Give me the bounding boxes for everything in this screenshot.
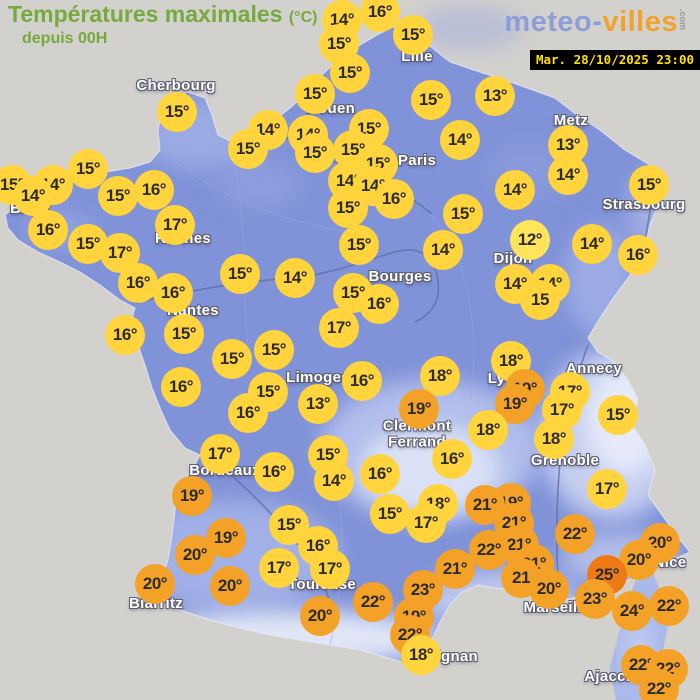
temp-bubble: 15° — [411, 80, 451, 120]
temp-bubble: 21° — [435, 549, 475, 589]
temp-bubble: 16° — [153, 273, 193, 313]
temp-bubble: 16° — [360, 454, 400, 494]
temp-bubble: 16° — [359, 284, 399, 324]
temp-bubble: 13° — [298, 384, 338, 424]
page-subtitle: depuis 00H — [22, 29, 108, 47]
temp-bubble: 23° — [575, 579, 615, 619]
temp-bubble: 14° — [572, 224, 612, 264]
temp-bubble: 16° — [432, 439, 472, 479]
temp-bubble: 15° — [330, 53, 370, 93]
temp-bubble: 17° — [406, 503, 446, 543]
temp-bubble: 20° — [529, 569, 569, 609]
temp-bubble: 22° — [353, 582, 393, 622]
temp-bubble: 22° — [469, 530, 509, 570]
temp-bubble: 15° — [157, 92, 197, 132]
temp-bubble: 15° — [393, 15, 433, 55]
temp-bubble: 14° — [314, 461, 354, 501]
temp-bubble: 20° — [619, 540, 659, 580]
temp-bubble: 15° — [220, 254, 260, 294]
temp-bubble: 18° — [420, 356, 460, 396]
temp-bubble: 15° — [370, 494, 410, 534]
temp-bubble: 18° — [468, 410, 508, 450]
temp-bubble: 16° — [374, 179, 414, 219]
temp-bubble: 15° — [443, 194, 483, 234]
temp-bubble: 15 — [520, 280, 560, 320]
temp-bubble: 21° — [465, 485, 505, 525]
temp-bubble: 16° — [342, 361, 382, 401]
temp-bubble: 14° — [548, 155, 588, 195]
temp-bubble: 20° — [210, 566, 250, 606]
temp-bubble: 16° — [118, 263, 158, 303]
temp-bubble: 16° — [360, 0, 400, 32]
city-label-bourges: Bourges — [368, 268, 432, 286]
temp-bubble: 22° — [649, 586, 689, 626]
city-label-limoges: Limoges — [286, 369, 350, 387]
temp-bubble: 15° — [248, 372, 288, 412]
temp-bubble: 18° — [534, 419, 574, 459]
page-title: Températures maximales (°C) — [8, 2, 317, 27]
city-label-strasbourg: Strasbourg — [602, 196, 686, 214]
temp-bubble: 15° — [98, 176, 138, 216]
temp-bubble: 15° — [295, 133, 335, 173]
temp-bubble: 14° — [275, 258, 315, 298]
temp-bubble: 22° — [555, 514, 595, 554]
logo-villes: villes — [602, 6, 678, 38]
temp-bubble: 15° — [212, 339, 252, 379]
river-loire — [135, 249, 440, 323]
temp-bubble: 15° — [598, 395, 638, 435]
city-label-metz: Metz — [553, 112, 589, 130]
temp-bubble: 20° — [300, 596, 340, 636]
temp-bubble: 17° — [587, 469, 627, 509]
temp-bubble: 15° — [68, 149, 108, 189]
temp-bubble: 16° — [134, 170, 174, 210]
temp-bubble: 16° — [618, 235, 658, 275]
logo-com-suffix: .com — [678, 9, 688, 31]
temp-bubble: 14° — [495, 170, 535, 210]
temp-bubble: 15° — [254, 330, 294, 370]
datetime-badge: Mar. 28/10/2025 23:00 — [529, 50, 700, 70]
temp-bubble: 19° — [172, 476, 212, 516]
temp-bubble: 19° — [399, 389, 439, 429]
temp-bubble: 16° — [105, 315, 145, 355]
temp-bubble: 17° — [310, 549, 350, 589]
temp-bubble: 15° — [295, 74, 335, 114]
temp-bubble: 17° — [155, 205, 195, 245]
temp-bubble: 14° — [440, 120, 480, 160]
temp-bubble: 15° — [228, 129, 268, 169]
temp-bubble: 17° — [200, 434, 240, 474]
city-label-annecy: Annecy — [566, 360, 622, 378]
temp-bubble: 16° — [161, 367, 201, 407]
temp-bubble: 18° — [401, 635, 441, 675]
title-unit: (°C) — [288, 9, 318, 26]
logo-meteo: meteo- — [504, 6, 603, 38]
temp-bubble: 15° — [328, 188, 368, 228]
temp-bubble: 24° — [612, 591, 652, 631]
temp-bubble: 17° — [319, 308, 359, 348]
temp-bubble: 16° — [28, 210, 68, 250]
temp-bubble: 22° — [639, 669, 679, 700]
temp-bubble: 20° — [135, 564, 175, 604]
temp-bubble: 15° — [164, 314, 204, 354]
temp-bubble: 13° — [475, 76, 515, 116]
temp-bubble: 14° — [13, 176, 53, 216]
temp-bubble: 15° — [339, 225, 379, 265]
temp-bubble: 17° — [259, 548, 299, 588]
temp-bubble: 16° — [254, 452, 294, 492]
city-label-paris: Paris — [397, 152, 437, 170]
city-label-cherbourg: Cherbourg — [136, 77, 216, 95]
temp-bubble: 20° — [175, 535, 215, 575]
temp-bubble: 15° — [629, 165, 669, 205]
temp-bubble: 16° — [228, 393, 268, 433]
meteo-villes-logo[interactable]: meteo-villes .com — [504, 6, 688, 39]
france-coastline — [4, 26, 691, 669]
title-text: Températures maximales — [8, 1, 283, 27]
temp-bubble: 14° — [423, 230, 463, 270]
temp-bubble: 12° — [510, 220, 550, 260]
page-title-block: Températures maximales (°C) depuis 00H — [8, 2, 317, 48]
